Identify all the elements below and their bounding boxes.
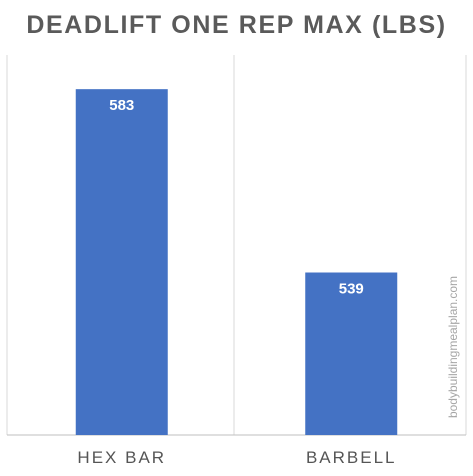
watermark-text: bodybuildingmealplan.com	[446, 275, 460, 419]
data-label-barbell: 539	[339, 281, 364, 298]
data-label-hex-bar: 583	[109, 97, 134, 114]
category-label-hex-bar: HEX BAR	[77, 448, 166, 467]
bar-barbell	[305, 272, 398, 435]
chart-title: DEADLIFT ONE REP MAX (LBS)	[26, 11, 447, 39]
bar-hex-bar	[75, 89, 168, 436]
category-label-barbell: BARBELL	[306, 448, 397, 467]
